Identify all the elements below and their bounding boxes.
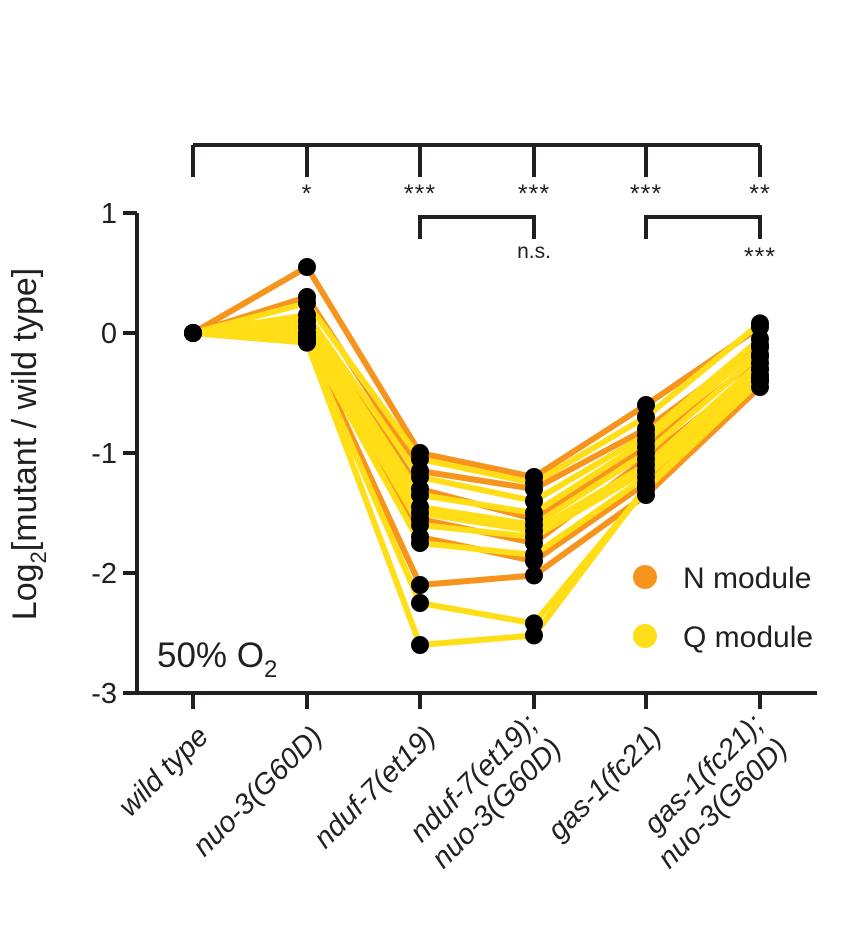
y-axis-label-rest: [mutant / wild type]: [6, 268, 44, 551]
legend: N module Q module: [633, 562, 813, 654]
data-point: [525, 546, 543, 564]
series-line-q-module: [190, 300, 763, 486]
series-lines: [190, 264, 763, 648]
y-tick-label: -2: [91, 558, 117, 590]
data-point: [525, 528, 543, 546]
significance-brackets: * *** *** *** **n.s. ***: [191, 143, 776, 271]
significance-label: ***: [404, 180, 436, 208]
series-line-n-module: [190, 324, 763, 546]
data-point: [184, 324, 202, 342]
series-line-n-module: [190, 294, 763, 492]
y-tick-label: -1: [91, 438, 117, 470]
series-line-q-module: [190, 330, 763, 648]
data-point: [751, 369, 769, 388]
y-tick-label: 1: [101, 198, 117, 230]
series-line-n-module: [190, 264, 763, 480]
data-point: [525, 626, 543, 645]
legend-marker-n-module: [633, 565, 657, 589]
legend-label-q-module: Q module: [683, 621, 813, 654]
data-point: [411, 576, 429, 594]
x-tick-label: wild type: [113, 720, 215, 822]
significance-label: *: [302, 180, 313, 208]
y-axis-label: Log2[mutant / wild type]: [6, 268, 51, 620]
data-point: [525, 566, 543, 585]
oxygen-annotation-main: 50% O: [157, 636, 264, 675]
significance-label: ***: [744, 243, 776, 271]
significance-label: **: [749, 180, 770, 208]
significance-bracket-pair: [418, 215, 536, 239]
data-point: [637, 477, 655, 496]
data-point: [525, 474, 543, 492]
significance-label: ***: [518, 180, 550, 208]
oxygen-annotation-subscript: 2: [264, 656, 277, 683]
x-tick-label-line: wild type: [113, 720, 215, 822]
data-point: [411, 516, 429, 534]
data-point: [411, 534, 429, 552]
oxygen-annotation: 50% O2: [157, 636, 277, 683]
y-tick-label: -3: [91, 678, 117, 710]
data-point: [751, 314, 769, 333]
data-points: [184, 258, 769, 654]
significance-bracket-pair: [644, 215, 762, 239]
legend-label-n-module: N module: [683, 562, 811, 595]
data-point: [298, 258, 316, 276]
series-line-q-module: [190, 324, 763, 528]
y-axis-label-main: Log: [6, 563, 44, 620]
significance-label: ***: [630, 180, 662, 208]
data-point: [411, 594, 429, 612]
y-axis-label-subscript: 2: [26, 551, 51, 563]
series-line-q-module: [190, 312, 763, 504]
data-point: [637, 408, 655, 426]
data-point: [411, 468, 429, 486]
y-tick-label: 0: [101, 318, 117, 350]
data-point: [411, 636, 429, 654]
legend-marker-q-module: [633, 624, 657, 648]
significance-label: n.s.: [517, 240, 551, 263]
data-point: [298, 333, 316, 352]
series-line-q-module: [190, 318, 763, 516]
data-point: [411, 450, 429, 468]
